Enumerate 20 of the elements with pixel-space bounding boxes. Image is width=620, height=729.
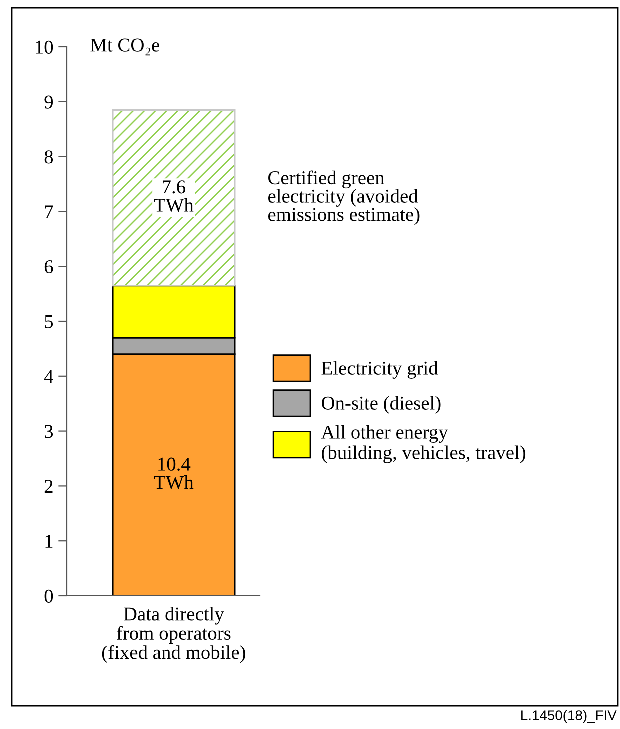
- y-tick-label: 2: [44, 480, 53, 493]
- y-tick-label: 0: [44, 590, 54, 603]
- y-tick-label: 10: [36, 40, 54, 54]
- legend-label: All other energy (building, vehicles, travel): [321, 425, 526, 464]
- y-axis-title: Mt CO₂e: [90, 38, 160, 56]
- x-tick-label: Data directly from operators (fixed and mobile): [102, 607, 246, 664]
- y-tick-label: 9: [44, 96, 54, 109]
- series-label: Certified green electricity (avoided emissions estimate): [268, 170, 420, 226]
- annotation: 10.4 TWh: [154, 458, 194, 490]
- y-tick-label: 3: [45, 425, 54, 438]
- annotation: 7.6 TWh: [154, 180, 194, 212]
- y-tick-label: 7: [45, 206, 54, 218]
- legend-label: On-site (diesel): [322, 396, 441, 414]
- text: L.1450(18)_FIV: [522, 710, 617, 724]
- y-tick-label: 6: [44, 260, 54, 274]
- y-tick-label: 4: [44, 370, 54, 384]
- legend-label: Electricity grid: [322, 361, 438, 379]
- y-tick-label: 1: [46, 535, 53, 548]
- y-tick-label: 5: [45, 316, 54, 328]
- y-tick-label: 8: [44, 150, 54, 164]
